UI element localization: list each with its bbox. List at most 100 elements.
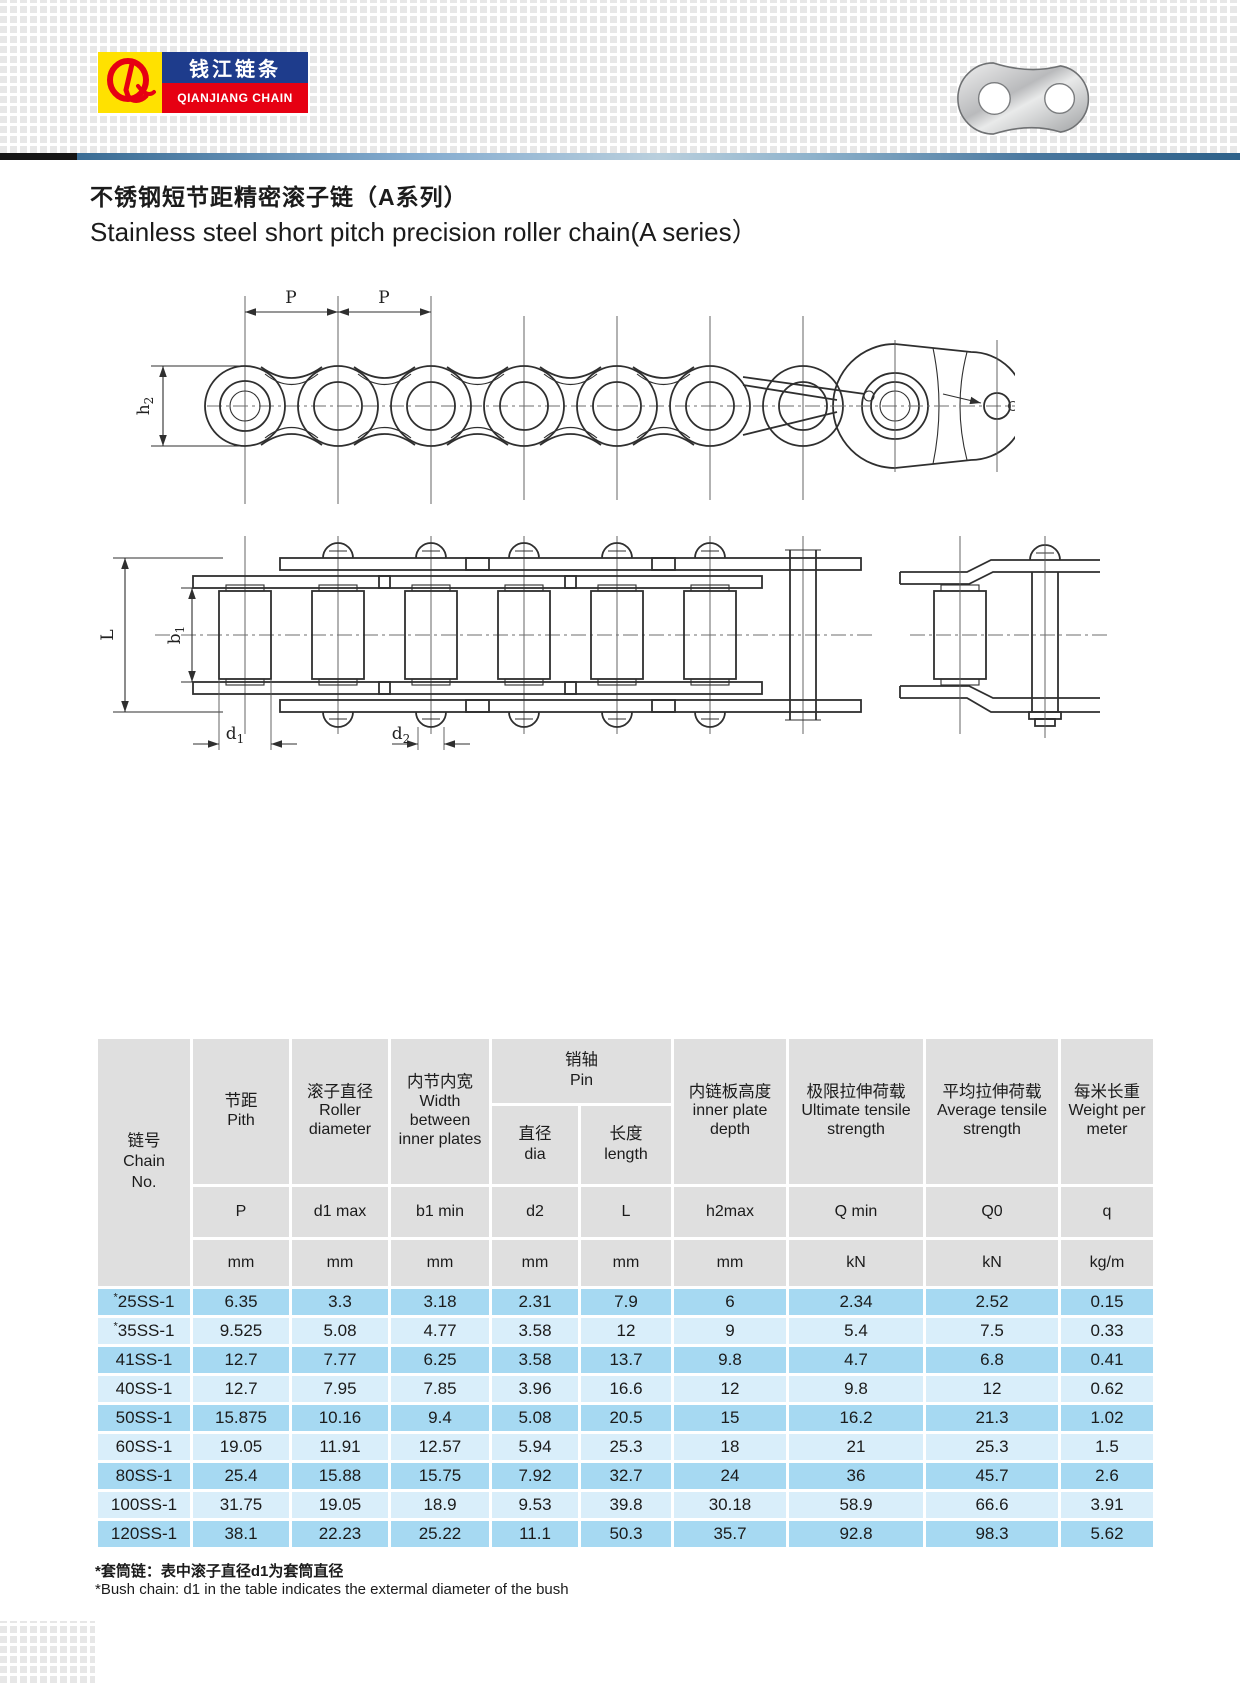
sym-L: L	[581, 1187, 671, 1237]
page-title-en: Stainless steel short pitch precision ro…	[90, 217, 758, 247]
value-cell: 21	[789, 1434, 923, 1460]
plate-hole-right	[1044, 83, 1076, 115]
chain-no-cell: 60SS-1	[98, 1434, 190, 1460]
chain-no-cell: 50SS-1	[98, 1405, 190, 1431]
sym-Q0: Q0	[926, 1187, 1058, 1237]
header-pitch: 节距 Pith	[193, 1039, 289, 1184]
value-cell: 0.15	[1061, 1289, 1153, 1315]
table-row: 50SS-1 15.875 10.16 9.4 5.08 20.5 15 16.2 21.3 1.…	[98, 1405, 1153, 1431]
value-cell: 6.35	[193, 1289, 289, 1315]
value-cell: 1.02	[1061, 1405, 1153, 1431]
chain-no-cell: *25SS-1	[98, 1289, 190, 1315]
value-cell: 18	[674, 1434, 786, 1460]
table-row: 120SS-1 38.1 22.23 25.22 11.1 50.3 35.7 92.8 98.…	[98, 1521, 1153, 1547]
L-dimension: L	[98, 557, 223, 713]
value-cell: 31.75	[193, 1492, 289, 1518]
q-monogram-icon	[107, 57, 156, 103]
sym-P: P	[193, 1187, 289, 1237]
d2-dimension: d2	[392, 724, 470, 750]
footnote-cn: *套筒链：表中滚子直径d1为套筒直径	[95, 1563, 344, 1580]
value-cell: 39.8	[581, 1492, 671, 1518]
value-cell: 50.3	[581, 1521, 671, 1547]
header-pin-length: 长度 length	[581, 1106, 671, 1184]
spring-clip	[742, 376, 875, 436]
value-cell: 6.25	[391, 1347, 489, 1373]
d1-label: d1	[226, 724, 245, 746]
rollers	[218, 584, 737, 686]
value-cell: 20.5	[581, 1405, 671, 1431]
value-cell: 3.58	[492, 1318, 578, 1344]
chain-plate-image	[948, 54, 1106, 149]
d2-label: d2	[392, 724, 411, 746]
unit-row: mm mm mm mm mm mm kN kN kg/m	[98, 1240, 1153, 1286]
value-cell: 15.875	[193, 1405, 289, 1431]
value-cell: 9.4	[391, 1405, 489, 1431]
value-cell: 6.8	[926, 1347, 1058, 1373]
pitch-centerlines	[244, 296, 804, 504]
table-row: 41SS-1 12.7 7.77 6.25 3.58 13.7 9.8 4.7 6.8 0.41	[98, 1347, 1153, 1373]
value-cell: 21.3	[926, 1405, 1058, 1431]
value-cell: 5.94	[492, 1434, 578, 1460]
value-cell: 18.9	[391, 1492, 489, 1518]
value-cell: 3.18	[391, 1289, 489, 1315]
value-cell: 12	[926, 1376, 1058, 1402]
company-logo: 钱江链条 QIANJIANG CHAIN	[98, 52, 308, 113]
value-cell: 1.5	[1061, 1434, 1153, 1460]
value-cell: 19.05	[193, 1434, 289, 1460]
table-row: 80SS-1 25.4 15.88 15.75 7.92 32.7 24 36 45.7 2.6	[98, 1463, 1153, 1489]
value-cell: 30.18	[674, 1492, 786, 1518]
value-cell: 7.92	[492, 1463, 578, 1489]
value-cell: 16.6	[581, 1376, 671, 1402]
L-label: L	[98, 629, 118, 640]
spec-table-body: *25SS-1 6.35 3.3 3.18 2.31 7.9 6 2.34 2.52 0.15 *3…	[98, 1289, 1153, 1547]
chain-no-cell: 80SS-1	[98, 1463, 190, 1489]
h2-label: h2	[134, 397, 156, 416]
header-average-strength: 平均拉伸荷载 Average tensile strength	[926, 1039, 1058, 1184]
sym-q: q	[1061, 1187, 1153, 1237]
value-cell: 9.53	[492, 1492, 578, 1518]
header-roller-diameter: 滚子直径 Roller diameter	[292, 1039, 388, 1184]
sym-Qmin: Q min	[789, 1187, 923, 1237]
value-cell: 25.4	[193, 1463, 289, 1489]
pitch-label-2: P	[378, 288, 389, 308]
value-cell: 7.9	[581, 1289, 671, 1315]
h2-dimension: h2	[134, 365, 245, 447]
chain-no-cell: 41SS-1	[98, 1347, 190, 1373]
symbol-row: P d1 max b1 min d2 L h2max Q min Q0 q	[98, 1187, 1153, 1237]
header-inner-width: 内节内宽 Width between inner plates	[391, 1039, 489, 1184]
value-cell: 7.95	[292, 1376, 388, 1402]
header-pin-group: 销轴 Pin	[492, 1039, 671, 1103]
value-cell: 25.3	[926, 1434, 1058, 1460]
value-cell: 9	[674, 1318, 786, 1344]
header-chain-no: 链号 Chain No.	[98, 1039, 190, 1286]
d1-dimension: d1	[193, 679, 297, 750]
value-cell: 15.75	[391, 1463, 489, 1489]
pin-heads	[322, 542, 821, 728]
b1-label: b1	[165, 626, 187, 645]
value-cell: 7.77	[292, 1347, 388, 1373]
spec-table: 链号 Chain No. 节距 Pith 滚子直径 Roller diameter …	[95, 1036, 1156, 1550]
value-cell: 9.525	[193, 1318, 289, 1344]
sym-h2max: h2max	[674, 1187, 786, 1237]
value-cell: 19.05	[292, 1492, 388, 1518]
divider-black	[0, 153, 77, 160]
value-cell: 38.1	[193, 1521, 289, 1547]
value-cell: 22.23	[292, 1521, 388, 1547]
value-cell: 5.08	[292, 1318, 388, 1344]
value-cell: 35.7	[674, 1521, 786, 1547]
value-cell: 0.41	[1061, 1347, 1153, 1373]
value-cell: 15.88	[292, 1463, 388, 1489]
page-title-cn: 不锈钢短节距精密滚子链（A系列）	[90, 184, 468, 210]
value-cell: 98.3	[926, 1521, 1058, 1547]
header-pin-dia: 直径 dia	[492, 1106, 578, 1184]
sym-d2: d2	[492, 1187, 578, 1237]
value-cell: 10.16	[292, 1405, 388, 1431]
drawing-plan-view: L b1 d1 d2	[95, 528, 1115, 771]
value-cell: 25.22	[391, 1521, 489, 1547]
sym-d1max: d1 max	[292, 1187, 388, 1237]
chain-no-cell: 100SS-1	[98, 1492, 190, 1518]
value-cell: 6	[674, 1289, 786, 1315]
value-cell: 66.6	[926, 1492, 1058, 1518]
value-cell: 4.7	[789, 1347, 923, 1373]
value-cell: 12	[674, 1376, 786, 1402]
